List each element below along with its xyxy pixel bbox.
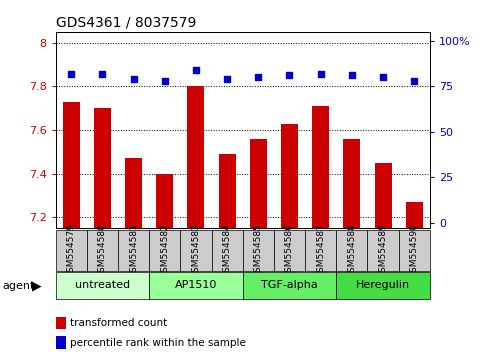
Bar bbox=[305, 230, 336, 271]
Point bbox=[67, 71, 75, 76]
Bar bbox=[56, 230, 87, 271]
Text: GSM554581: GSM554581 bbox=[129, 223, 138, 278]
Bar bbox=[149, 230, 180, 271]
Text: percentile rank within the sample: percentile rank within the sample bbox=[70, 338, 246, 348]
Text: GSM554585: GSM554585 bbox=[254, 223, 263, 278]
Point bbox=[99, 71, 106, 76]
Point bbox=[192, 67, 200, 73]
Point bbox=[317, 71, 325, 76]
Bar bbox=[274, 230, 305, 271]
Text: AP1510: AP1510 bbox=[175, 280, 217, 290]
Text: GSM554584: GSM554584 bbox=[223, 223, 232, 278]
Bar bbox=[118, 230, 149, 271]
Bar bbox=[250, 139, 267, 228]
Text: GSM554583: GSM554583 bbox=[191, 223, 200, 278]
Point bbox=[348, 73, 356, 78]
Text: untreated: untreated bbox=[75, 280, 130, 290]
Text: GSM554579: GSM554579 bbox=[67, 223, 76, 278]
Text: TGF-alpha: TGF-alpha bbox=[261, 280, 318, 290]
Point bbox=[255, 74, 262, 80]
Bar bbox=[212, 230, 242, 271]
Bar bbox=[187, 86, 204, 228]
Text: transformed count: transformed count bbox=[70, 318, 167, 328]
Bar bbox=[94, 108, 111, 228]
Text: GSM554588: GSM554588 bbox=[347, 223, 356, 278]
Text: GSM554582: GSM554582 bbox=[160, 223, 169, 278]
Bar bbox=[242, 272, 336, 299]
Text: GSM554580: GSM554580 bbox=[98, 223, 107, 278]
Point bbox=[379, 74, 387, 80]
Text: Heregulin: Heregulin bbox=[356, 280, 410, 290]
Bar bbox=[343, 139, 360, 228]
Bar bbox=[63, 102, 80, 228]
Bar bbox=[218, 154, 236, 228]
Text: GSM554587: GSM554587 bbox=[316, 223, 325, 278]
Point bbox=[223, 76, 231, 82]
Point bbox=[411, 78, 418, 84]
Bar bbox=[336, 272, 430, 299]
Bar bbox=[149, 272, 242, 299]
Bar bbox=[281, 124, 298, 228]
Bar bbox=[125, 159, 142, 228]
Text: GSM554586: GSM554586 bbox=[285, 223, 294, 278]
Text: GDS4361 / 8037579: GDS4361 / 8037579 bbox=[56, 15, 196, 29]
Text: GSM554589: GSM554589 bbox=[379, 223, 387, 278]
Point bbox=[285, 73, 293, 78]
Bar bbox=[180, 230, 212, 271]
Bar bbox=[312, 106, 329, 228]
Point bbox=[161, 78, 169, 84]
Text: agent: agent bbox=[2, 281, 35, 291]
Bar bbox=[368, 230, 398, 271]
Bar bbox=[242, 230, 274, 271]
Text: ▶: ▶ bbox=[32, 280, 42, 292]
Bar bbox=[336, 230, 368, 271]
Bar bbox=[156, 174, 173, 228]
Bar bbox=[374, 163, 392, 228]
Bar bbox=[406, 202, 423, 228]
Point bbox=[129, 76, 137, 82]
Bar bbox=[56, 272, 149, 299]
Bar bbox=[87, 230, 118, 271]
Text: GSM554590: GSM554590 bbox=[410, 223, 419, 278]
Bar bbox=[398, 230, 430, 271]
